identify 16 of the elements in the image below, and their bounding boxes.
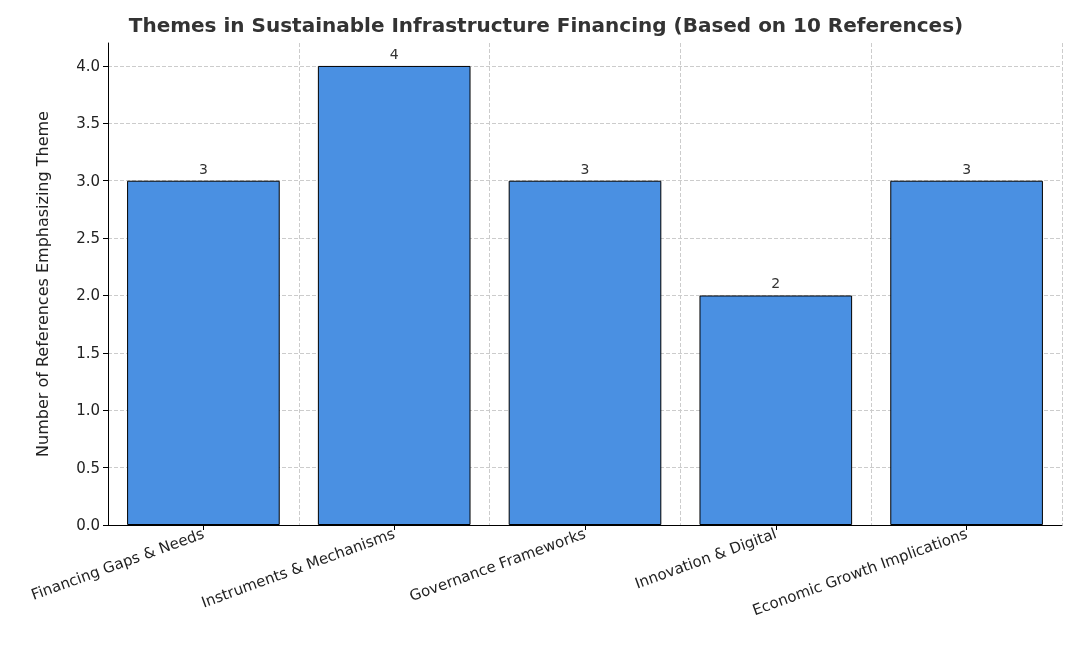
y-axis-title: Number of References Emphasizing Theme [32, 111, 52, 457]
y-tick-label: 3.5 [76, 114, 100, 133]
data-label: 3 [580, 160, 590, 177]
y-tick-label: 3.0 [76, 171, 100, 190]
y-tick-label: 2.0 [76, 286, 100, 305]
data-label: 2 [771, 275, 781, 292]
y-tick-label: 2.5 [76, 229, 100, 248]
y-tick-label: 4.0 [76, 56, 100, 75]
data-label: 3 [198, 160, 208, 177]
data-label: 4 [389, 45, 399, 62]
y-tick-label: 1.0 [76, 401, 100, 420]
chart-title: Themes in Sustainable Infrastructure Financing (Based on 10 References) [128, 13, 964, 37]
y-tick-label: 0.5 [76, 458, 100, 477]
data-label: 3 [962, 160, 972, 177]
y-tick-label: 0.0 [76, 516, 100, 534]
y-tick-label: 1.5 [76, 343, 100, 362]
